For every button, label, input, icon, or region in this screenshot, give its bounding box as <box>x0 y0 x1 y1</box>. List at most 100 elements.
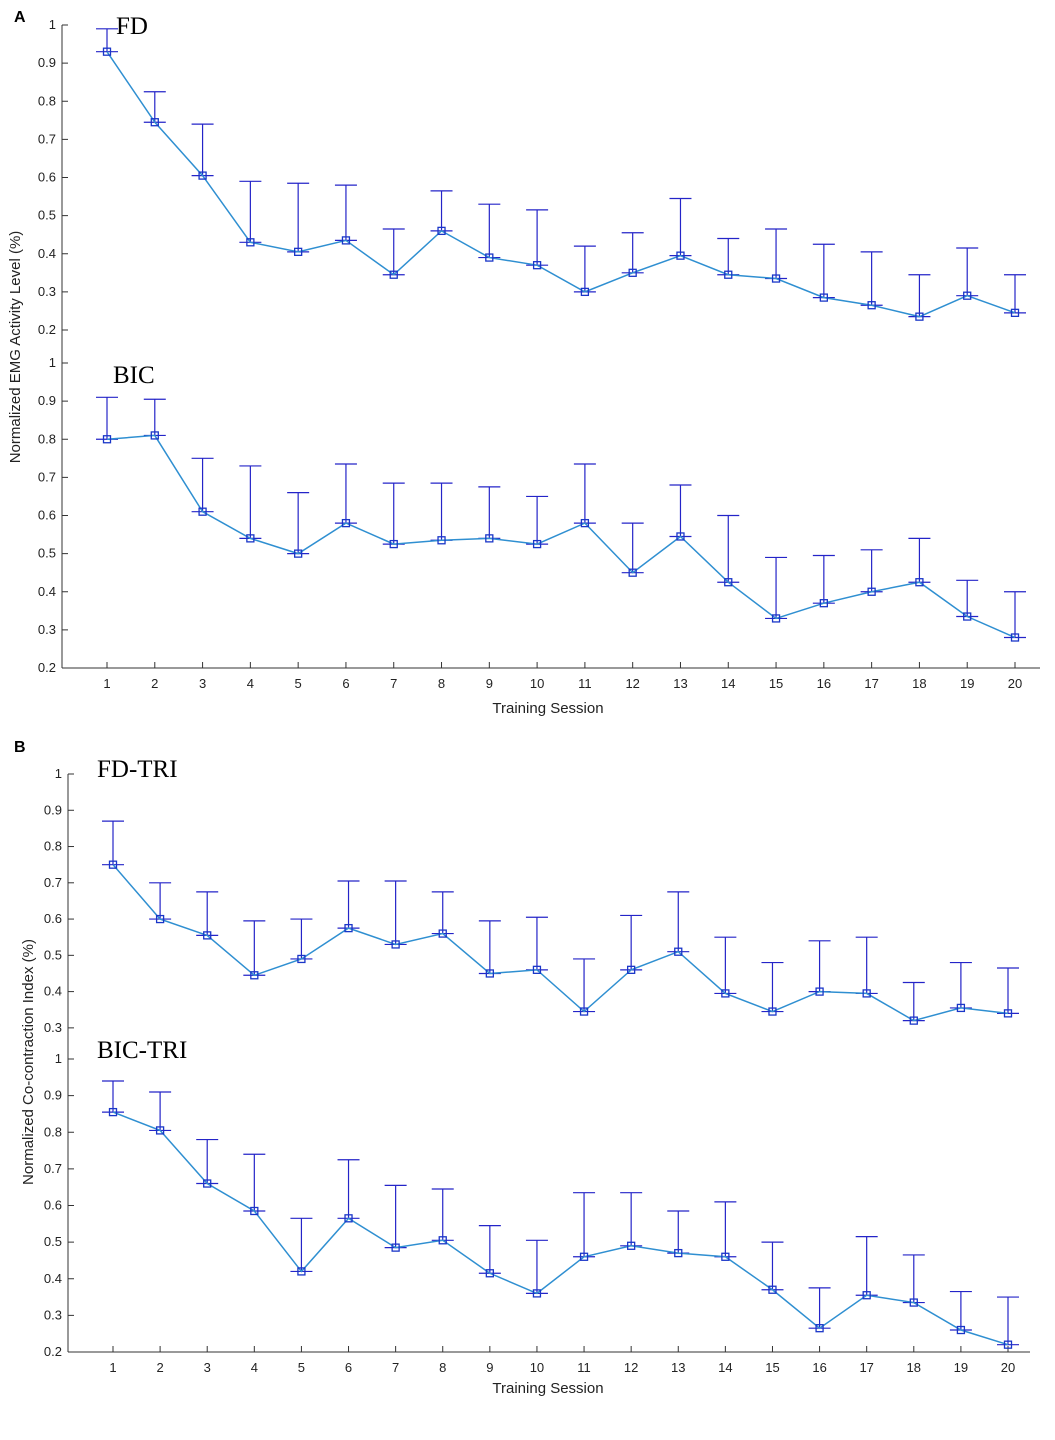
panel-a-x-tick-label: 19 <box>960 676 974 691</box>
panel-b-x-tick-label: 8 <box>439 1360 446 1375</box>
bic-tri-data-point <box>155 1126 165 1135</box>
panel-a-x-tick-label: 6 <box>342 676 349 691</box>
bic-y-tick-label: 0.9 <box>38 393 56 408</box>
panel-b-x-tick-label: 5 <box>298 1360 305 1375</box>
fd-data-point <box>867 301 876 310</box>
bic-tri-data-point <box>532 1289 542 1298</box>
fd-data-point <box>676 251 685 260</box>
fd-tri-data-point <box>250 971 259 980</box>
panel-b-x-tick-label: 6 <box>345 1360 352 1375</box>
fd-tri-data-point <box>108 860 118 869</box>
bic-y-tick-label: 0.4 <box>38 584 56 599</box>
bic-tri-y-tick-label: 0.3 <box>44 1307 62 1322</box>
bic-tri-data-point <box>862 1291 871 1300</box>
fd-tri-y-tick-label: 0.9 <box>44 802 62 817</box>
bic-tri-y-tick-label: 0.2 <box>44 1344 62 1359</box>
bic-y-tick-label: 0.7 <box>38 469 56 484</box>
panel-b-x-tick-label: 3 <box>204 1360 211 1375</box>
bic-tri-y-tick-label: 0.4 <box>44 1271 62 1286</box>
panel-a-x-tick-label: 1 <box>103 676 110 691</box>
panel-b-x-tick-label: 7 <box>392 1360 399 1375</box>
fd-data-point <box>915 312 924 321</box>
fd-y-tick-label: 0.9 <box>38 55 56 70</box>
bic-tri-data-point <box>627 1241 636 1250</box>
fd-tri-y-tick-label: 0.8 <box>44 839 62 854</box>
bic-tri-y-tick-label: 0.6 <box>44 1198 62 1213</box>
bic-tri-y-tick-label: 0.9 <box>44 1088 62 1103</box>
fd-tri-data-point <box>155 914 165 924</box>
fd-tri-data-point <box>485 969 494 978</box>
fd-data-point <box>150 118 159 127</box>
panel-a-x-tick-label: 7 <box>390 676 397 691</box>
bic-tri-data-point <box>674 1248 683 1258</box>
bic-data-point <box>1010 633 1020 642</box>
bic-data-point <box>963 612 972 621</box>
fd-tri-data-point <box>344 923 353 933</box>
panel-b-x-tick-label: 20 <box>1001 1360 1015 1375</box>
fd-tri-y-tick-label: 1 <box>55 766 62 781</box>
fd-tri-y-tick-label: 0.3 <box>44 1020 62 1035</box>
bic-data-point <box>198 507 207 516</box>
bic-tri-data-point <box>721 1252 730 1261</box>
subplot-title-bic-tri: BIC-TRI <box>97 1037 187 1064</box>
bic-tri-data-point <box>297 1267 306 1276</box>
fd-tri-data-point <box>768 1007 777 1016</box>
panel-a-x-tick-label: 13 <box>673 676 687 691</box>
panel-b-x-tick-label: 15 <box>765 1360 779 1375</box>
panel-b-x-tick-label: 9 <box>486 1360 493 1375</box>
fd-tri-data-point <box>862 989 871 998</box>
fd-tri-data-point <box>627 965 636 974</box>
panel-a-axes: 1 2 3 4 5 6 7 8 9 10 11 12 13 14 15 16 17 18 19 20 <box>61 25 1040 691</box>
fd-data-point <box>198 171 207 180</box>
bic-y-tick-label: 0.5 <box>38 546 56 561</box>
panel-b-x-tick-label: 18 <box>907 1360 921 1375</box>
bic-tri-y-tick-label: 1 <box>55 1051 62 1066</box>
bic-data-point <box>485 534 494 543</box>
bic-data-point <box>437 536 446 545</box>
panel-b-x-tick-label: 14 <box>718 1360 732 1375</box>
bic-tri-data-point <box>438 1236 447 1245</box>
bic-tri-data-point <box>1003 1340 1013 1349</box>
fd-data-point <box>771 274 781 283</box>
bic-data-point <box>724 578 733 587</box>
panel-a-ylabel: Normalized EMG Activity Level (%) <box>7 231 24 464</box>
panel-b-x-tick-label: 12 <box>624 1360 638 1375</box>
fd-tri-data-point <box>532 965 542 974</box>
fd-y-tick-label: 0.8 <box>38 93 56 108</box>
fd-data-point <box>1010 308 1020 317</box>
fd-data-point <box>485 253 494 262</box>
fd-tri-data-point <box>297 954 306 964</box>
bic-data-point <box>294 549 303 558</box>
panel-b-x-tick-label: 10 <box>530 1360 544 1375</box>
fd-tri-data-point <box>579 1007 589 1016</box>
bic-data-point <box>150 431 159 440</box>
panel-b-sub-bic-tri: 0.2 0.3 0.4 0.5 0.6 0.7 0.8 0.9 1 <box>44 1051 1019 1359</box>
panel-a-x-tick-label: 12 <box>625 676 639 691</box>
panel-b-x-tick-label: 19 <box>954 1360 968 1375</box>
fd-data-point <box>628 268 637 277</box>
bic-y-tick-label: 1 <box>49 355 56 370</box>
bic-data-point <box>771 614 781 623</box>
bic-tri-series-line <box>112 1111 1009 1346</box>
panel-b-xlabel: Training Session <box>492 1380 603 1397</box>
fd-y-tick-label: 0.7 <box>38 131 56 146</box>
fd-tri-y-tick-label: 0.6 <box>44 911 62 926</box>
bic-tri-y-tick-label: 0.5 <box>44 1234 62 1249</box>
bic-data-point <box>102 435 112 444</box>
bic-data-point <box>676 532 685 541</box>
fd-data-point <box>389 270 398 279</box>
panel-b-sub-fd-tri: 0.3 0.4 0.5 0.6 0.7 0.8 0.9 1 <box>44 766 1019 1035</box>
fd-tri-data-point <box>438 929 447 938</box>
bic-tri-data-point <box>815 1324 824 1333</box>
bic-y-tick-label: 0.8 <box>38 431 56 446</box>
subplot-title-fd-tri: FD-TRI <box>97 756 178 783</box>
bic-y-tick-label: 0.2 <box>38 660 56 675</box>
panel-a-x-tick-label: 16 <box>817 676 831 691</box>
panel-b-x-tick-label: 11 <box>577 1360 591 1375</box>
bic-tri-data-point <box>768 1285 777 1294</box>
panel-b-x-tick-label: 13 <box>671 1360 685 1375</box>
bic-y-tick-label: 0.3 <box>38 622 56 637</box>
panel-a-x-tick-label: 17 <box>864 676 878 691</box>
panel-a-x-tick-label: 2 <box>151 676 158 691</box>
panel-a-x-tick-label: 15 <box>769 676 783 691</box>
